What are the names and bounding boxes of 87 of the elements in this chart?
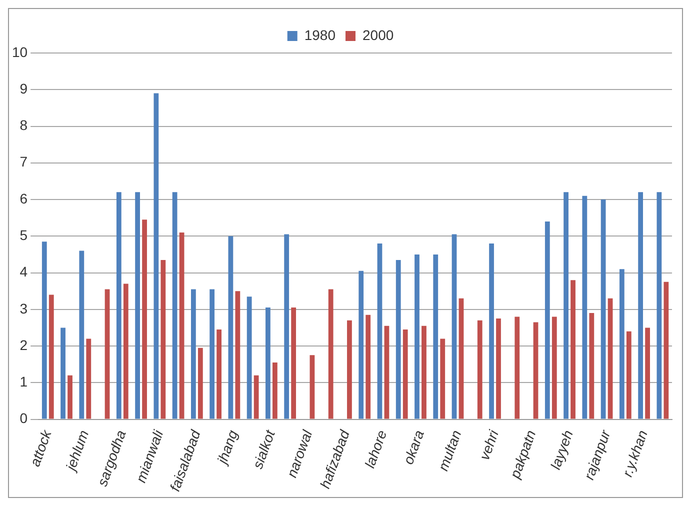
y-tick-label: 10: [12, 44, 28, 60]
bar: [116, 192, 122, 419]
y-tick-label: 9: [20, 80, 28, 96]
bar: [402, 330, 408, 419]
x-tick-label: multan: [434, 428, 464, 473]
bar: [172, 192, 178, 419]
bar: [496, 318, 501, 419]
y-tick-label: 8: [20, 117, 28, 134]
y-tick-label: 1: [20, 374, 28, 390]
bar: [626, 331, 632, 419]
x-tick-label: okara: [400, 428, 428, 466]
bar: [347, 320, 352, 419]
bar: [86, 338, 92, 419]
bar: [284, 234, 290, 419]
bar: [477, 320, 482, 419]
bar: [570, 280, 576, 419]
x-tick-label: layyeh: [547, 428, 576, 472]
bar: [656, 192, 662, 419]
bar: [272, 362, 278, 419]
bar: [645, 328, 650, 419]
bar: [440, 338, 446, 419]
x-tick-label: vehri: [476, 427, 502, 462]
bar: [68, 375, 72, 419]
x-tick-label: narowal: [283, 427, 316, 480]
bar: [291, 308, 296, 419]
bar: [422, 326, 426, 419]
bar: [210, 289, 215, 419]
y-tick-label: 4: [20, 264, 28, 280]
bar: [142, 220, 147, 419]
x-tick-label: jehlum: [62, 428, 92, 474]
bar: [608, 298, 613, 419]
bar: [190, 289, 196, 419]
bar: [384, 326, 390, 419]
bar: [228, 236, 234, 419]
x-tick-label: sialkot: [249, 426, 278, 471]
x-tick-label: r.y.khan: [619, 428, 651, 479]
x-tick-label: pakpatn: [506, 428, 539, 482]
bar: [358, 270, 364, 419]
bar: [366, 314, 371, 419]
bar: [246, 296, 252, 419]
y-tick-label: 0: [20, 410, 28, 426]
bar: [582, 196, 588, 419]
y-tick-label: 6: [20, 190, 28, 206]
bar: [619, 269, 624, 419]
bar: [514, 316, 520, 419]
bar: [377, 243, 382, 419]
bar: [266, 308, 270, 419]
legend-label: 1980: [304, 26, 336, 43]
bar: [310, 355, 315, 419]
bar: [60, 328, 66, 419]
x-tick-label: attock: [26, 427, 55, 469]
bar: [664, 282, 669, 419]
bar: [452, 234, 457, 419]
x-tick-label: jhang: [213, 428, 241, 468]
bar: [433, 254, 438, 419]
bar: [589, 313, 594, 419]
bar: [235, 291, 240, 419]
bar: [458, 298, 464, 419]
bar: [135, 192, 140, 419]
bar: [552, 316, 557, 419]
x-tick-label: rajanpur: [580, 426, 614, 482]
bar: [154, 93, 159, 419]
bar: [564, 192, 568, 419]
bar: [396, 260, 401, 419]
bar: [123, 284, 128, 419]
y-tick-label: 5: [20, 226, 28, 243]
bar: [79, 250, 84, 419]
bar: [104, 289, 110, 419]
bar: [216, 330, 222, 419]
bar: [198, 348, 203, 419]
bar: [254, 375, 259, 419]
y-tick-label: 7: [20, 154, 28, 170]
bar: [533, 322, 538, 419]
bar: [179, 232, 184, 419]
bar: [42, 242, 47, 419]
bar: [544, 221, 550, 419]
bar: [160, 260, 166, 419]
y-tick-label: 3: [20, 300, 28, 316]
bar: [414, 254, 420, 419]
x-tick-label: lahore: [361, 428, 390, 470]
bar: [48, 294, 54, 419]
bar: [638, 192, 644, 419]
y-tick-label: 2: [20, 336, 28, 353]
bar: [328, 289, 334, 419]
bar: [600, 200, 606, 419]
legend-label: 2000: [362, 26, 394, 43]
bar: [489, 243, 494, 419]
